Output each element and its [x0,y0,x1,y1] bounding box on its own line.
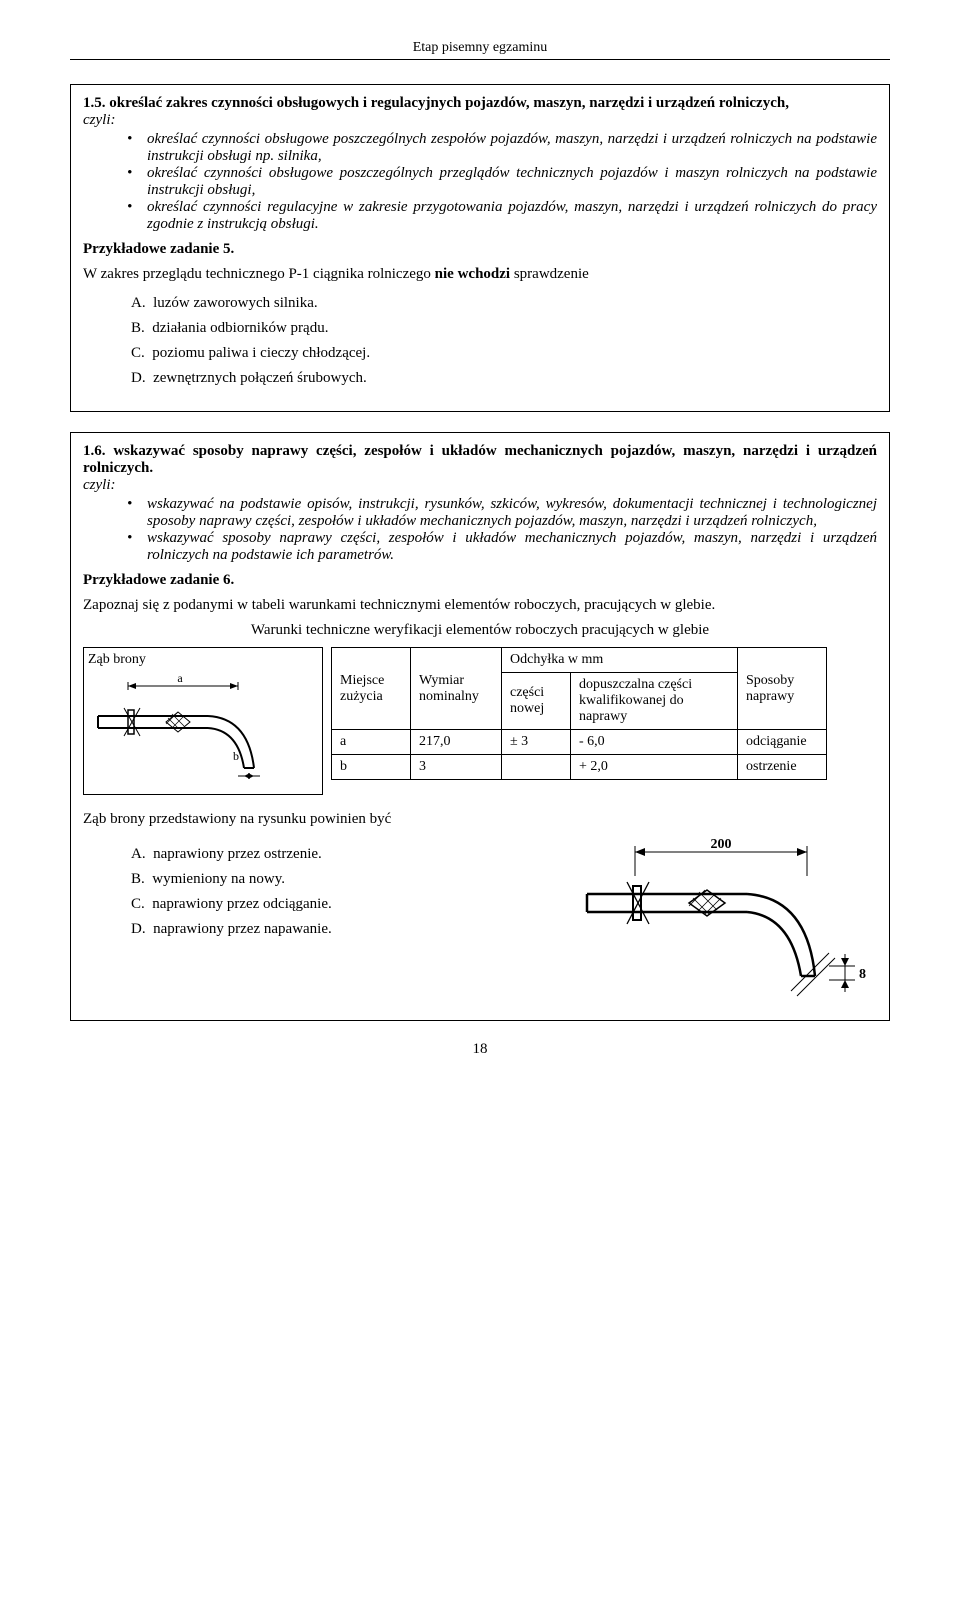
th-dopuszczalna: dopuszczalna części kwalifikowanej do na… [571,673,738,730]
cell: odciąganie [738,730,827,755]
bullet-item: określać czynności obsługowe poszczególn… [131,165,877,199]
conditions-table: Miejsce zużycia Wymiar nominalny Odchyłk… [331,647,827,780]
bullet-item: wskazywać na podstawie opisów, instrukcj… [131,496,877,530]
cell: b [332,755,411,780]
options-1-5: A. luzów zaworowych silnika. B. działani… [83,291,877,391]
dim-b-label: b [233,749,239,763]
cell: 217,0 [411,730,502,755]
zab-diagram-small: a [88,668,308,788]
block-1-5: 1.5. określać zakres czynności obsługowy… [70,84,890,412]
th-miejsce: Miejsce zużycia [332,648,411,730]
task-5-text-bold: nie wchodzi [435,266,510,282]
bullet-item: określać czynności obsługowe poszczególn… [131,131,877,165]
cell [502,755,571,780]
table-row: b 3 + 2,0 ostrzenie [332,755,827,780]
th-czesci-nowej: części nowej [502,673,571,730]
th-sposoby: Sposoby naprawy [738,648,827,730]
option-b: B. wymieniony na nowy. [131,867,547,892]
cell: 3 [411,755,502,780]
cell: ± 3 [502,730,571,755]
option-c: C. naprawiony przez odciąganie. [131,892,547,917]
th-wymiar: Wymiar nominalny [411,648,502,730]
czyli-label: czyli: [83,477,877,494]
cell: a [332,730,411,755]
page-header: Etap pisemny egzaminu [70,40,890,60]
task-6-text: Zapoznaj się z podanymi w tabeli warunka… [83,597,877,614]
cell: + 2,0 [571,755,738,780]
cell: - 6,0 [571,730,738,755]
task-5-title: Przykładowe zadanie 5. [83,241,877,258]
section-1-5-title: 1.5. określać zakres czynności obsługowy… [83,95,877,112]
option-d: D. zewnętrznych połączeń śrubowych. [131,366,877,391]
th-odchylka: Odchyłka w mm [502,648,738,673]
option-a: A. luzów zaworowych silnika. [131,291,877,316]
cell: ostrzenie [738,755,827,780]
table-row: a 217,0 ± 3 - 6,0 odciąganie [332,730,827,755]
option-b: B. działania odbiorników prądu. [131,316,877,341]
bullets-1-6: wskazywać na podstawie opisów, instrukcj… [83,496,877,564]
follow-text: Ząb brony przedstawiony na rysunku powin… [83,811,877,828]
option-d: D. naprawiony przez napawanie. [131,917,547,942]
zab-brony-figure-cell: Ząb brony a [83,647,323,795]
bullet-item: określać czynności regulacyjne w zakresi… [131,199,877,233]
block-1-6: 1.6. wskazywać sposoby naprawy części, z… [70,432,890,1021]
task-5-text: W zakres przeglądu technicznego P-1 ciąg… [83,266,877,283]
dim-200-label: 200 [711,837,732,852]
task-6-title: Przykładowe zadanie 6. [83,572,877,589]
bullets-1-5: określać czynności obsługowe poszczególn… [83,131,877,233]
page-number: 18 [70,1041,890,1058]
czyli-label: czyli: [83,112,877,129]
option-a: A. naprawiony przez ostrzenie. [131,842,547,867]
zab-diagram-large: 200 [577,836,877,1006]
bullet-item: wskazywać sposoby naprawy części, zespoł… [131,530,877,564]
option-c: C. poziomu paliwa i cieczy chłodzącej. [131,341,877,366]
zab-label: Ząb brony [88,652,318,668]
task-5-text-pre: W zakres przeglądu technicznego P-1 ciąg… [83,266,435,282]
task-5-text-post: sprawdzenie [510,266,589,282]
dim-8-label: 8 [859,967,866,982]
section-1-6-title: 1.6. wskazywać sposoby naprawy części, z… [83,443,877,477]
options-1-6: A. naprawiony przez ostrzenie. B. wymien… [83,842,547,942]
conditions-title: Warunki techniczne weryfikacji elementów… [83,622,877,639]
conditions-table-wrap: Ząb brony a [83,647,877,795]
dim-a-label: a [177,671,183,685]
